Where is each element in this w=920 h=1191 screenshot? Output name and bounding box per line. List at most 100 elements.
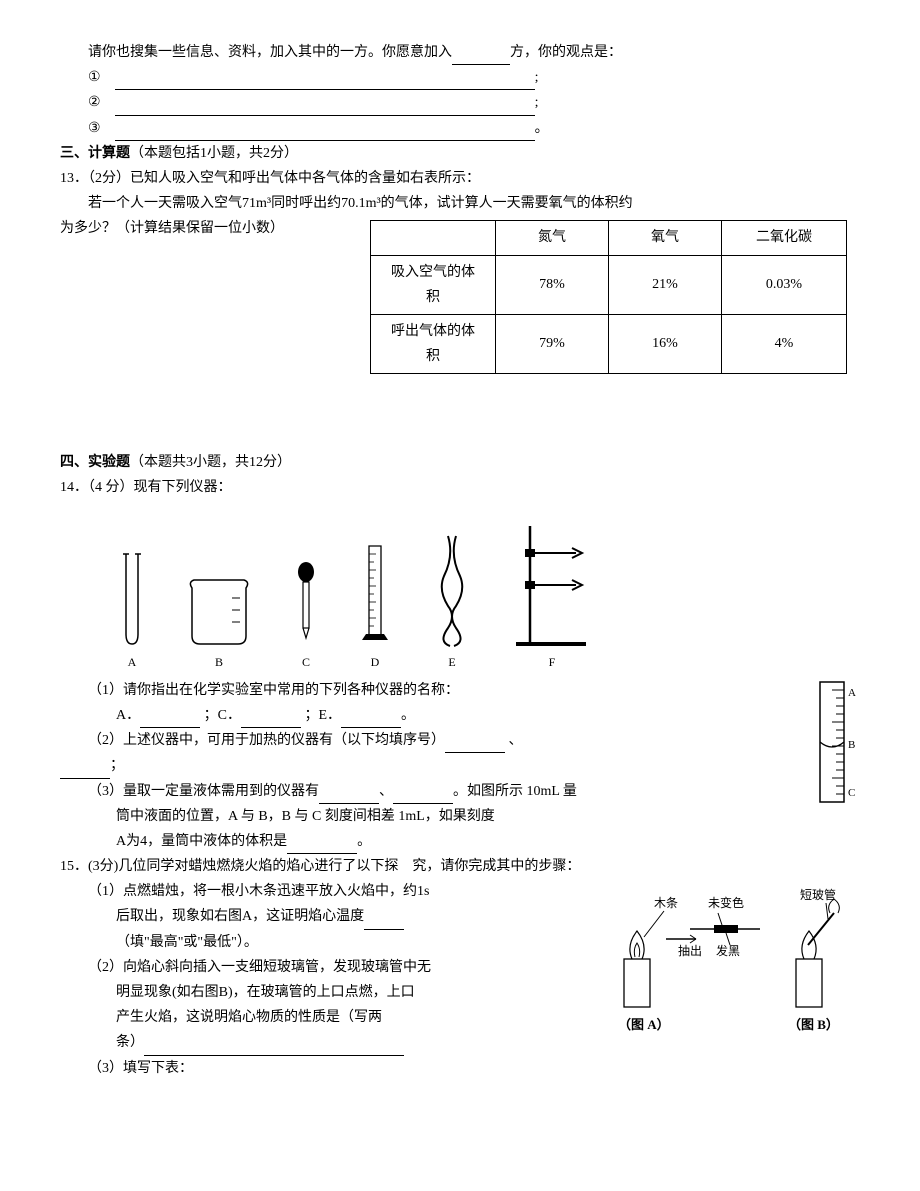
cyl-label-A: A	[848, 687, 856, 699]
apparatus-A: A	[120, 550, 144, 674]
sec3-title: 三、计算题	[60, 146, 130, 161]
blank-measure2[interactable]	[393, 786, 453, 804]
blank-measure1[interactable]	[319, 786, 379, 804]
q14-p3d: 筒中液面的位置，A 与 B，B 与 C 刻度间相差 1mL，如果刻度	[116, 804, 860, 829]
table-cell: 79%	[496, 314, 609, 373]
candle-diagram-icon: 木条 未变色 发黑 抽出 短玻管	[600, 879, 860, 1039]
table-cell: 0.03%	[722, 255, 847, 314]
semi-end: ；	[110, 758, 124, 773]
q14-score: （4 分）	[88, 480, 134, 495]
section-3-heading: 三、计算题（本题包括1小题，共2分）	[60, 141, 860, 166]
q15-p2a: （2）向焰心斜向插入一支细短玻璃管，发现玻璃管中无	[88, 955, 600, 980]
label-duan: 短玻管	[800, 887, 836, 902]
cylinder-zoom-icon: A B C	[816, 678, 860, 808]
table-header	[371, 221, 496, 255]
table-row: 氮气 氧气 二氧化碳	[371, 221, 847, 255]
opt-A: A．	[116, 708, 140, 723]
apparatus-label: E	[448, 652, 455, 674]
apparatus-row: A B C	[120, 520, 860, 674]
q14-head: 14．（4 分）现有下列仪器：	[60, 475, 860, 500]
cylinder-zoom: A B C	[816, 678, 860, 817]
label-mutiao: 木条	[654, 896, 678, 910]
blank-heat1[interactable]	[445, 736, 505, 754]
q15-stem: 几位同学对蜡烛燃烧火焰的焰心进行了以下探 究，请你完成其中的步骤：	[118, 859, 580, 874]
apparatus-label: C	[302, 652, 310, 674]
q15-p1a: （1）点燃蜡烛，将一根小木条迅速平放入火焰中，约1s	[88, 879, 600, 904]
blank-property[interactable]	[144, 1038, 404, 1056]
q15-no: 15．	[60, 859, 88, 874]
blank-C[interactable]	[241, 710, 301, 728]
q15-body: （1）点燃蜡烛，将一根小木条迅速平放入火焰中，约1s 后取出，现象如右图A，这证…	[60, 879, 860, 1081]
q14-body: A B C （1）请你指出在化学实验室中常用的下列各种仪器的名称： A． ；C．…	[60, 678, 860, 854]
q13-stem: 已知人吸入空气和呼出气体中各气体的含量如右表所示：	[130, 171, 480, 186]
blank-long-1[interactable]	[115, 73, 535, 91]
q13-score: （2分）	[88, 171, 130, 186]
q14-p3e: A为4，量筒中液体的体积是	[116, 834, 287, 849]
sep-3: 。	[535, 121, 549, 136]
apparatus-C: C	[294, 560, 318, 674]
intro-line1: 请你也搜集一些信息、资料，加入其中的一方。你愿意加入方，你的观点是：	[88, 40, 860, 65]
q14-p3b: 、	[379, 784, 393, 799]
blank-E[interactable]	[341, 710, 401, 728]
q15-p1b: 后取出，现象如右图A，这证明焰心温度	[116, 909, 364, 924]
section-4-heading: 四、实验题（本题共3小题，共12分）	[60, 450, 860, 475]
table-cell: 78%	[496, 255, 609, 314]
comma1: 、	[505, 733, 523, 748]
blank-long-2[interactable]	[115, 98, 535, 116]
table-header: 氮气	[496, 221, 609, 255]
apparatus-E: E	[432, 530, 472, 674]
sep-2: ;	[535, 95, 539, 110]
apparatus-F: F	[512, 520, 592, 674]
dropper-icon	[294, 560, 318, 650]
q14-part3: （3）量取一定量液体需用到的仪器有 、 。如图所示 10mL 量	[88, 779, 860, 804]
intro-text-b: 方，你的观点是：	[510, 45, 622, 60]
q14-stem: 现有下列仪器：	[134, 480, 232, 495]
blank-long-3[interactable]	[115, 123, 535, 141]
cyl-label-C: C	[848, 787, 855, 799]
bullet-1: ①	[88, 70, 101, 85]
table-row: 吸入空气的体积 78% 21% 0.03%	[371, 255, 847, 314]
bullet-3: ③	[88, 121, 101, 136]
q14-p3e-line: A为4，量筒中液体的体积是。	[116, 829, 860, 854]
blank-temp[interactable]	[364, 912, 404, 930]
q13: 13．（2分）已知人吸入空气和呼出气体中各气体的含量如右表所示： 若一个人一天需…	[60, 166, 860, 374]
table-row: 呼出气体的体积 79% 16% 4%	[371, 314, 847, 373]
q14-part2-cont: ；	[60, 753, 860, 778]
cylinder-icon	[358, 540, 392, 650]
blank-A[interactable]	[140, 710, 200, 728]
apparatus-label: D	[371, 652, 380, 674]
q13-no: 13．	[60, 171, 88, 186]
candle-diagram: 木条 未变色 发黑 抽出 短玻管	[600, 879, 860, 1081]
caption-B: （图 B）	[788, 1017, 839, 1032]
tongs-icon	[432, 530, 472, 650]
gas-table: 氮气 氧气 二氧化碳 吸入空气的体积 78% 21% 0.03% 呼出气体的体积…	[370, 220, 847, 374]
apparatus-B: B	[184, 570, 254, 674]
table-cell: 21%	[609, 255, 722, 314]
q13-line2: 若一个人一天需吸入空气71m³同时呼出约70.1m³的气体，试计算人一天需要氧气…	[88, 191, 860, 216]
q15-text-col: （1）点燃蜡烛，将一根小木条迅速平放入火焰中，约1s 后取出，现象如右图A，这证…	[60, 879, 600, 1081]
apparatus-label: F	[549, 652, 556, 674]
q15-p2d-line: 条）	[116, 1030, 600, 1055]
q14-p3a: （3）量取一定量液体需用到的仪器有	[88, 784, 319, 799]
sec4-title: 四、实验题	[60, 455, 130, 470]
intro-item-3: ③ 。	[88, 116, 860, 141]
table-header: 氧气	[609, 221, 722, 255]
apparatus-label: B	[215, 652, 223, 674]
bullet-2: ②	[88, 95, 101, 110]
q13-row: 为多少？（计算结果保留一位小数） 氮气 氧气 二氧化碳 吸入空气的体积 78% …	[60, 216, 860, 374]
q14-part2: （2）上述仪器中，可用于加热的仪器有（以下均填序号） 、	[88, 728, 860, 753]
q15: 15．(3分)几位同学对蜡烛燃烧火焰的焰心进行了以下探 究，请你完成其中的步骤：…	[60, 854, 860, 1081]
table-header: 二氧化碳	[722, 221, 847, 255]
opt-end: 。	[401, 708, 415, 723]
blank-heat2[interactable]	[60, 761, 110, 779]
intro-block: 请你也搜集一些信息、资料，加入其中的一方。你愿意加入方，你的观点是： ① ; ②…	[88, 40, 860, 141]
blank-side[interactable]	[452, 47, 510, 65]
q15-p3: （3）填写下表：	[88, 1056, 600, 1081]
table-cell: 4%	[722, 314, 847, 373]
q14-p3c: 。如图所示 10mL 量	[453, 784, 577, 799]
q15-score: (3分)	[88, 859, 118, 874]
blank-volume[interactable]	[287, 836, 357, 854]
table-cell: 16%	[609, 314, 722, 373]
q14-p2-text: （2）上述仪器中，可用于加热的仪器有（以下均填序号）	[88, 733, 445, 748]
beaker-icon	[184, 570, 254, 650]
